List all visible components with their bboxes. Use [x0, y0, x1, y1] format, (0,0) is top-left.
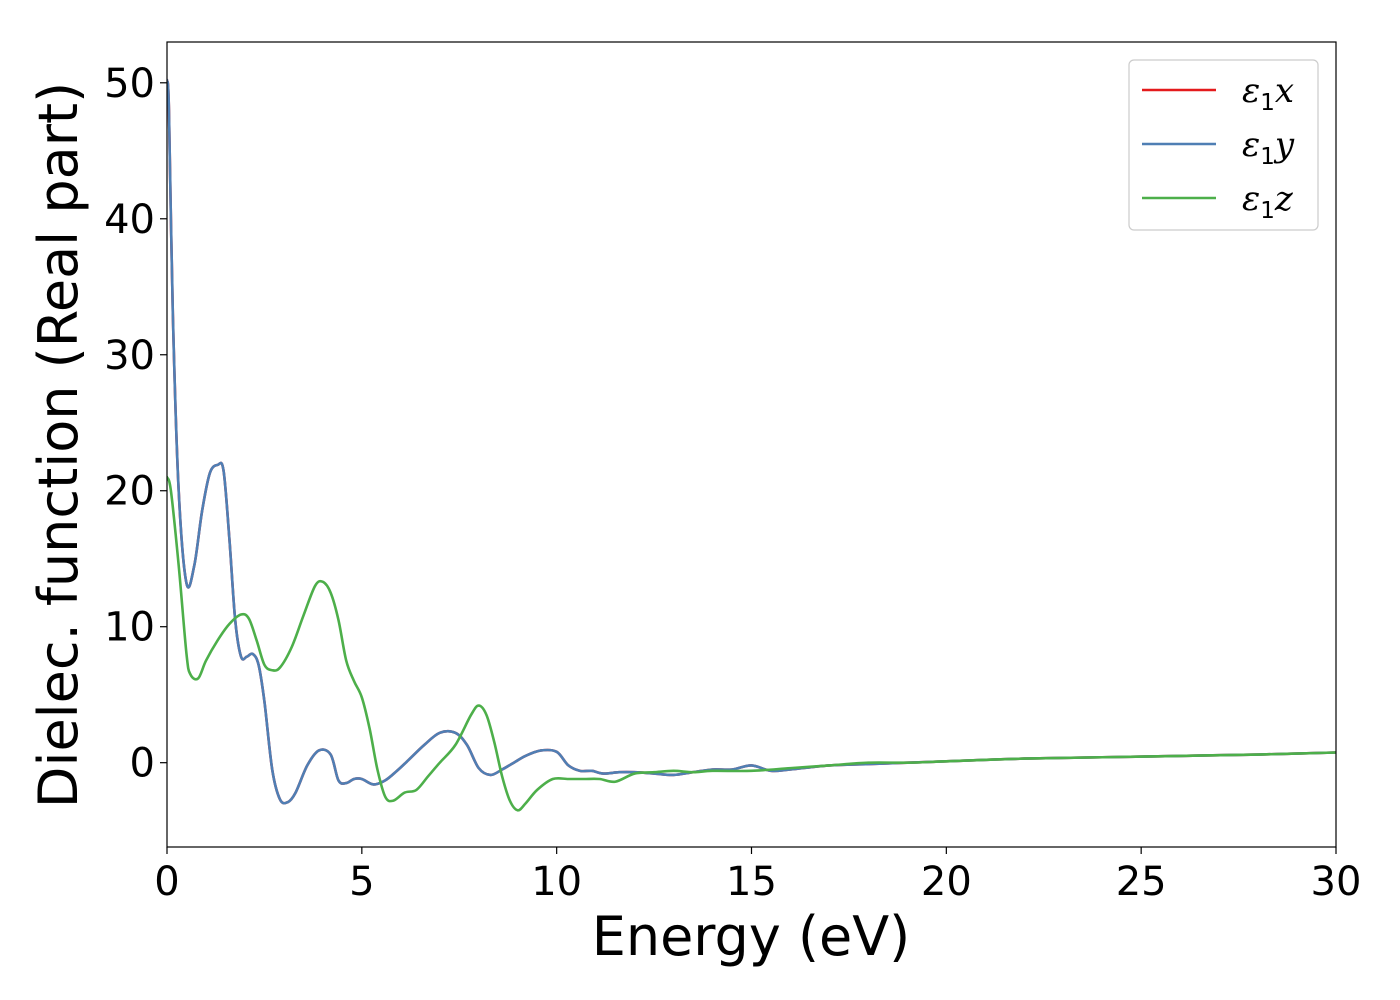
series-line-z [167, 475, 1336, 812]
x-tick-label: 10 [531, 859, 582, 905]
series-line-y [167, 78, 1336, 805]
x-tick-label: 15 [726, 859, 777, 905]
legend-label-x: ε1x [1242, 71, 1294, 116]
legend-label-z: ε1z [1242, 179, 1294, 224]
legend-label-y: ε1y [1242, 125, 1295, 170]
x-tick-label: 5 [349, 859, 374, 905]
y-tick-label: 20 [104, 469, 155, 515]
x-axis-label: Energy (eV) [592, 905, 911, 968]
y-tick-label: 0 [130, 741, 155, 787]
x-tick-label: 25 [1116, 859, 1167, 905]
x-axis: 0 5 10 15 20 25 30 [154, 847, 1361, 905]
x-tick-label: 0 [154, 859, 179, 905]
y-axis: 0 10 20 30 40 50 [104, 61, 167, 787]
y-tick-label: 40 [104, 197, 155, 243]
y-tick-label: 50 [104, 61, 155, 107]
legend: ε1x ε1y ε1z [1128, 59, 1319, 231]
x-tick-label: 30 [1311, 859, 1362, 905]
series-layer [167, 78, 1336, 812]
legend-box [1128, 59, 1319, 231]
y-tick-label: 10 [104, 605, 155, 651]
x-tick-label: 20 [921, 859, 972, 905]
y-axis-label: Dielec. function (Real part) [27, 82, 90, 808]
y-tick-label: 30 [104, 333, 155, 379]
